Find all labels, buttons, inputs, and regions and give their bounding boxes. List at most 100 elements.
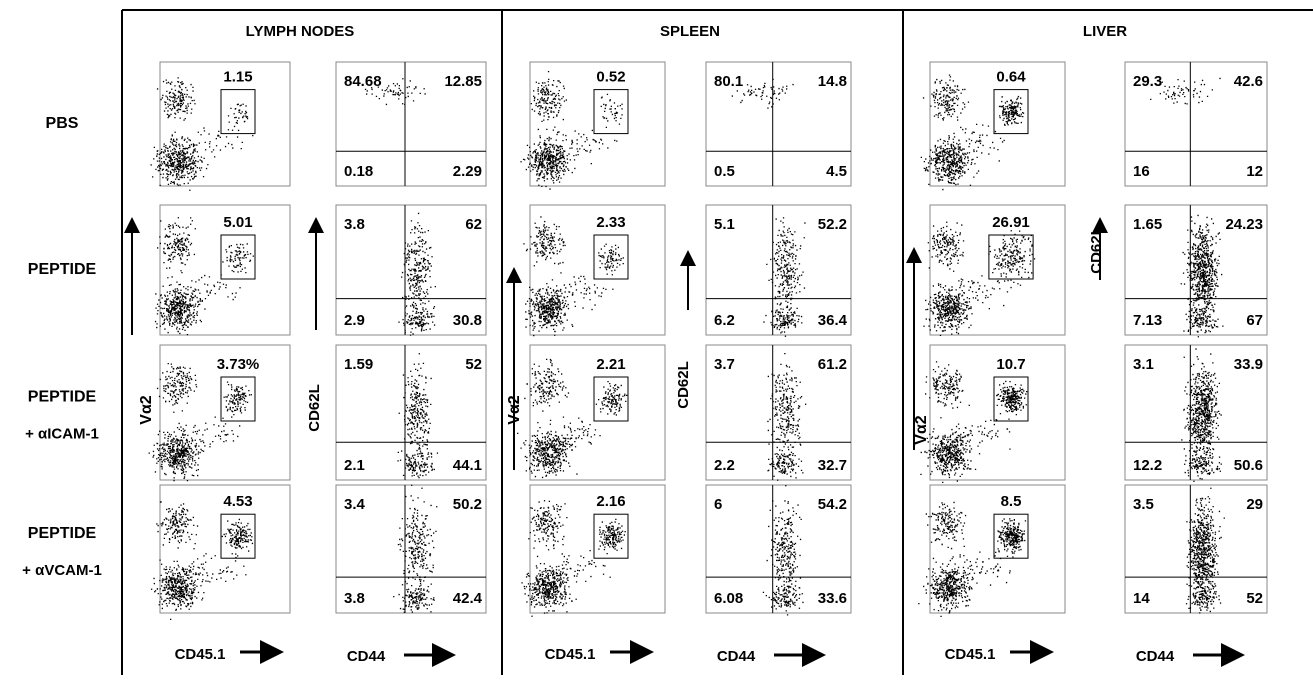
gate [993, 376, 1029, 422]
gate-value: 3.73% [217, 356, 260, 373]
gate [993, 89, 1029, 135]
gate-value: 26.91 [992, 214, 1030, 231]
axis-label: Vα2 [913, 415, 930, 445]
quadrant-value: 84.68 [344, 73, 382, 90]
quadrant-plot [705, 484, 852, 614]
quadrant-value: 32.7 [818, 457, 847, 474]
quadrant-value: 4.5 [826, 163, 847, 180]
quadrant-value: 36.4 [818, 312, 848, 329]
gate [220, 89, 256, 135]
quadrant-value: 0.18 [344, 163, 373, 180]
quadrant-value: 14 [1133, 590, 1150, 607]
axis-label: CD44 [717, 648, 756, 665]
quadrant-value: 33.6 [818, 590, 847, 607]
dot-cloud [393, 484, 438, 613]
panel-title: SPLEEN [660, 23, 720, 40]
row-label: PEPTIDE [28, 525, 97, 542]
quadrant-value: 0.5 [714, 163, 735, 180]
axis-label: CD62L [1088, 226, 1105, 274]
quadrant-value: 29 [1246, 496, 1263, 513]
gate-value: 0.64 [996, 69, 1026, 86]
dot-cloud [398, 212, 436, 336]
quadrant-value: 3.7 [714, 356, 735, 373]
quadrant-plot [1124, 344, 1268, 481]
gate-plot [159, 344, 291, 481]
gate [593, 234, 629, 280]
quadrant-value: 3.8 [344, 590, 365, 607]
dot-cloud [397, 353, 439, 479]
quadrant-value: 12 [1246, 163, 1263, 180]
quadrant-value: 52 [465, 356, 482, 373]
dot-cloud [150, 77, 254, 191]
gate-plot [529, 204, 666, 336]
gate-plot [529, 61, 666, 187]
axis-label: CD45.1 [945, 646, 996, 663]
quadrant-value: 42.6 [1234, 73, 1263, 90]
quadrant-value: 3.1 [1133, 356, 1154, 373]
quadrant-value: 52.2 [818, 216, 847, 233]
quadrant-value: 16 [1133, 163, 1150, 180]
dot-cloud [148, 363, 252, 482]
panel-title: LIVER [1083, 23, 1127, 40]
gate-plot [159, 204, 291, 336]
quadrant-value: 6 [714, 496, 722, 513]
quadrant-value: 80.1 [714, 73, 743, 90]
quadrant-value: 14.8 [818, 73, 847, 90]
axis-label: CD62L [675, 361, 692, 409]
gate-plot [529, 344, 666, 481]
axis-label: CD44 [1136, 648, 1175, 665]
gate-plot [529, 484, 666, 614]
quadrant-value: 2.1 [344, 457, 365, 474]
quadrant-plot [1124, 204, 1268, 336]
quadrant-plot [1124, 484, 1268, 614]
gate-plot [929, 344, 1066, 481]
dot-cloud [923, 221, 1036, 336]
dot-cloud [520, 71, 623, 190]
row-label: PBS [46, 115, 79, 132]
dot-cloud [767, 353, 807, 481]
gate-value: 2.33 [596, 214, 625, 231]
quadrant-value: 1.59 [344, 356, 373, 373]
quadrant-value: 44.1 [453, 457, 482, 474]
quadrant-value: 33.9 [1234, 356, 1263, 373]
quadrant-value: 12.85 [444, 73, 482, 90]
gate-plot [929, 204, 1066, 336]
quadrant-value: 30.8 [453, 312, 482, 329]
quadrant-value: 3.8 [344, 216, 365, 233]
quadrant-value: 50.6 [1234, 457, 1263, 474]
quadrant-plot [1124, 61, 1268, 187]
quadrant-value: 61.2 [818, 356, 847, 373]
gate [593, 513, 629, 559]
gate-value: 5.01 [223, 214, 252, 231]
gate-value: 2.16 [596, 493, 625, 510]
gate-plot [929, 61, 1066, 187]
quadrant-value: 2.9 [344, 312, 365, 329]
quadrant-value: 7.13 [1133, 312, 1162, 329]
dot-cloud [151, 501, 254, 620]
gate-plot [159, 484, 291, 614]
dot-cloud [918, 501, 1027, 617]
quadrant-plot [705, 61, 852, 187]
quadrant-value: 5.1 [714, 216, 735, 233]
dot-cloud [1181, 348, 1222, 482]
axis-label: CD62L [306, 384, 323, 432]
quadrant-plot [705, 204, 852, 336]
quadrant-plot [335, 61, 487, 187]
gate-value: 1.15 [223, 69, 252, 86]
gate [988, 234, 1034, 280]
quadrant-value: 62 [465, 216, 482, 233]
dot-cloud [762, 485, 804, 616]
panel-title: LYMPH NODES [246, 23, 355, 40]
dot-cloud [517, 358, 628, 479]
quadrant-value: 52 [1246, 590, 1263, 607]
quadrant-value: 24.23 [1225, 216, 1263, 233]
quadrant-value: 29.3 [1133, 73, 1162, 90]
row-label: PEPTIDE [28, 389, 97, 406]
gate-value: 4.53 [223, 493, 252, 510]
quadrant-value: 67 [1246, 312, 1263, 329]
quadrant-value: 42.4 [453, 590, 483, 607]
quadrant-value: 2.2 [714, 457, 735, 474]
dot-cloud [763, 217, 806, 337]
gate-value: 8.5 [1001, 493, 1022, 510]
